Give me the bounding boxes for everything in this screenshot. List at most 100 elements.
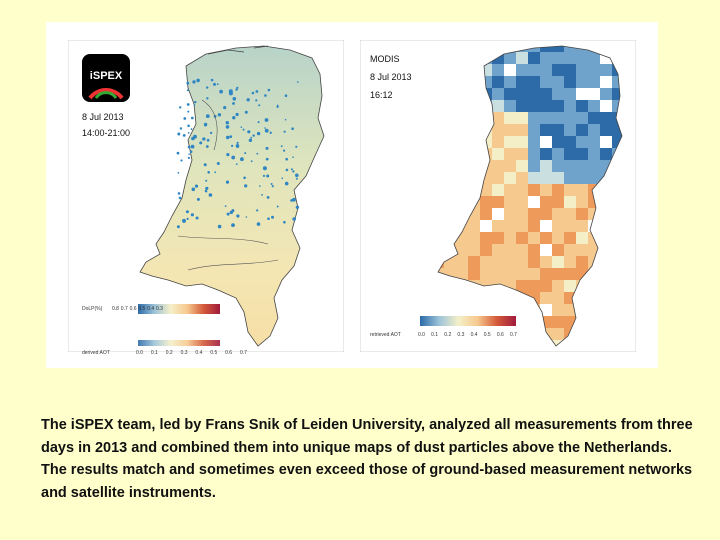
aot-cell — [468, 220, 480, 232]
measurement-point — [185, 210, 189, 214]
measurement-point — [194, 184, 199, 188]
aot-cell — [516, 232, 528, 244]
aot-cell — [564, 280, 576, 292]
aot-cell — [540, 88, 552, 100]
ispex-time: 14:00-21:00 — [82, 128, 131, 138]
aot-cell — [576, 232, 588, 244]
aot-cell — [504, 208, 516, 220]
aot-cell — [600, 64, 612, 76]
aot-cell — [480, 208, 492, 220]
aot-cell — [552, 112, 564, 124]
measurement-point — [271, 185, 274, 188]
measurement-point — [226, 135, 230, 140]
colorbar-tick: 0.4 — [147, 306, 155, 312]
aot-cell — [540, 76, 552, 88]
measurement-point — [194, 100, 197, 104]
aot-cell — [540, 232, 552, 244]
aot-cell — [600, 100, 612, 112]
measurement-point — [240, 126, 243, 128]
colorbar-tick: 0.2 — [444, 332, 452, 338]
aot-cell — [516, 244, 528, 256]
measurement-point — [290, 168, 293, 171]
measurement-point — [204, 123, 207, 127]
aot-cell — [612, 88, 622, 100]
measurement-point — [235, 88, 238, 91]
measurement-point — [236, 86, 239, 89]
colorbar-tick: 0.5 — [483, 332, 491, 338]
modis-source: MODIS — [370, 54, 400, 64]
colorbar-tick: 0.3 — [180, 350, 188, 356]
aot-cell — [564, 64, 576, 76]
measurement-point — [219, 89, 224, 94]
aot-cell — [528, 244, 540, 256]
aot-cell — [492, 88, 504, 100]
aot-cell — [468, 268, 480, 280]
measurement-point — [243, 176, 246, 180]
measurement-point — [229, 135, 233, 138]
measurement-point — [187, 145, 191, 149]
measurement-point — [269, 131, 272, 134]
aot-cell — [456, 256, 468, 268]
aot-cell — [516, 100, 528, 112]
aot-cell — [504, 88, 516, 100]
ispex-map — [68, 40, 344, 352]
measurement-point — [264, 127, 266, 129]
colorbar-tick: 0.3 — [156, 306, 163, 312]
aot-cell — [552, 52, 564, 64]
aot-cell — [564, 160, 576, 172]
aot-cell — [612, 124, 622, 136]
measurement-point — [250, 160, 253, 162]
aot-cell — [504, 268, 516, 280]
aot-cell — [552, 292, 564, 304]
aot-cell — [564, 88, 576, 100]
aot-cell — [528, 196, 540, 208]
aot-cell — [564, 124, 576, 136]
aot-cell — [552, 160, 564, 172]
aot-cell — [492, 268, 504, 280]
aot-cell — [528, 136, 540, 148]
colorbar-tick: 0.7 — [240, 350, 247, 356]
aot-cell — [516, 76, 528, 88]
aot-cell — [540, 292, 552, 304]
measurement-point — [205, 186, 209, 190]
measurement-point — [199, 141, 203, 145]
measurement-point — [232, 102, 235, 105]
measurement-point — [231, 144, 234, 147]
measurement-point — [258, 104, 261, 107]
measurement-point — [179, 127, 183, 130]
aot-cell — [528, 256, 540, 268]
aot-cell — [612, 136, 622, 148]
aot-cell — [564, 136, 576, 148]
measurement-point — [180, 159, 183, 162]
aot-cell — [480, 220, 492, 232]
measurement-point — [284, 181, 289, 186]
modis-date: 8 Jul 2013 — [370, 72, 412, 82]
measurement-point — [225, 180, 230, 184]
aot-cell — [528, 268, 540, 280]
aot-cell — [576, 100, 588, 112]
aot-cell — [552, 124, 564, 136]
measurement-point — [255, 99, 258, 102]
aot-cell — [540, 46, 552, 52]
measurement-point — [295, 173, 299, 178]
colorbar-tick: 0.1 — [150, 350, 158, 356]
measurement-point — [297, 81, 299, 83]
measurement-point — [259, 185, 261, 187]
aot-cell — [552, 304, 564, 316]
measurement-point — [205, 179, 208, 182]
aot-cell — [588, 148, 600, 160]
measurement-point — [193, 103, 196, 106]
aot-cell — [552, 316, 564, 328]
aot-cell — [492, 196, 504, 208]
aot-cell — [504, 124, 516, 136]
aot-cell — [516, 268, 528, 280]
measurement-point — [261, 194, 263, 196]
aot-cell — [552, 220, 564, 232]
measurement-point — [216, 83, 219, 85]
aot-cell — [516, 52, 528, 64]
colorbar-aot — [420, 316, 516, 326]
aot-cell — [504, 112, 516, 124]
aot-cell — [540, 244, 552, 256]
map-figure: iSPEX 8 Jul 2013 14:00-21:00 DoLP(%) 0.8… — [46, 22, 658, 368]
measurement-point — [229, 210, 233, 215]
